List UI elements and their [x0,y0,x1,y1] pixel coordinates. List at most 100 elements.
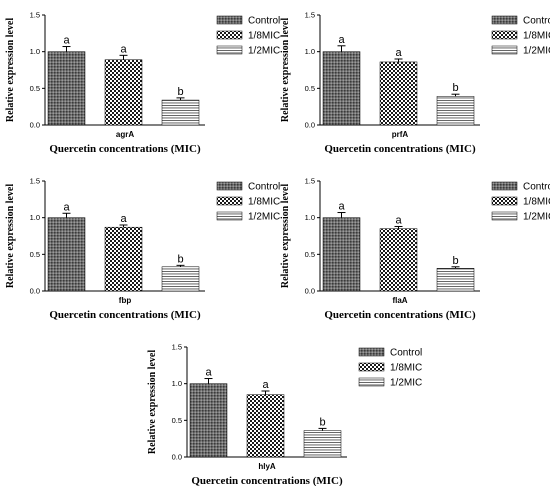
hlya-y-tick-label: 0.0 [172,453,182,462]
fbp-bar-3 [161,266,200,292]
hlya-panel: 0.0 0.5 1.0 1.5 Relative expression level a a b… [147,343,422,486]
flaa-y-tick-label: 1.5 [305,177,315,186]
fbp-legend-label-2: 1/8MIC [248,197,280,208]
fbp-bar-1 [47,217,86,292]
hlya-legend-swatch-1 [358,347,385,357]
prfa-bar-3 [436,96,475,126]
fbp-significance-1: a [63,201,70,213]
flaa-gene-label: flaA [392,296,407,305]
prfa-bar-2 [379,61,418,126]
prfa-y-tick-label: 0.0 [305,121,315,130]
prfa-legend-swatch-3 [491,45,518,55]
fbp-gene-label: fbp [119,296,132,305]
hlya-legend-label-2: 1/8MIC [390,363,422,374]
agra-legend-label-2: 1/8MIC [248,31,280,42]
fbp-y-tick-label: 1.0 [30,213,40,222]
flaa-legend-swatch-3 [491,211,518,221]
prfa-legend-label-3: 1/2MIC [523,46,550,57]
agra-legend-swatch-3 [216,45,243,55]
flaa-panel: 0.0 0.5 1.0 1.5 Relative expression level a a b… [280,177,550,322]
prfa-significance-3: b [452,82,458,94]
flaa-legend-label-3: 1/2MIC [523,212,550,223]
flaa-legend-label-2: 1/8MIC [523,197,550,208]
hlya-x-axis-label: Quercetin concentrations (MIC) [191,475,343,486]
prfa-bar-1 [322,51,361,126]
agra-y-tick-label: 1.0 [30,47,40,56]
agra-gene-label: agrA [116,130,134,139]
fbp-significance-2: a [120,213,127,225]
agra-y-tick-label: 0.0 [30,121,40,130]
prfa-legend-label-2: 1/8MIC [523,31,550,42]
agra-y-tick-label: 0.5 [30,84,40,93]
hlya-legend-label-1: Control [390,348,422,359]
prfa-y-tick-label: 0.5 [305,84,315,93]
hlya-significance-3: b [319,416,325,428]
fbp-y-tick-label: 0.5 [30,250,40,259]
prfa-y-tick-label: 1.0 [305,47,315,56]
flaa-x-axis-label: Quercetin concentrations (MIC) [324,309,476,321]
hlya-y-axis-label: Relative expression level [147,350,158,454]
flaa-y-axis-label: Relative expression level [280,184,291,288]
agra-legend-swatch-2 [216,30,243,40]
hlya-significance-1: a [205,367,212,379]
prfa-panel: 0.0 0.5 1.0 1.5 Relative expression level a a b… [280,11,550,156]
flaa-bar-1 [322,217,361,292]
agra-bar-3 [161,99,200,126]
flaa-legend-swatch-1 [491,181,518,191]
prfa-legend-label-1: Control [523,16,550,27]
flaa-legend-label-1: Control [523,182,550,193]
agra-legend-label-1: Control [248,16,280,27]
hlya-legend-swatch-2 [358,362,385,372]
hlya-bar-3 [303,430,342,458]
flaa-y-tick-label: 1.0 [305,213,315,222]
agra-bar-2 [104,59,143,126]
fbp-legend-swatch-2 [216,196,243,206]
flaa-legend-swatch-2 [491,196,518,206]
agra-significance-2: a [120,43,127,55]
flaa-y-tick-label: 0.5 [305,250,315,259]
hlya-significance-2: a [262,379,269,391]
agra-x-axis-label: Quercetin concentrations (MIC) [49,143,201,155]
hlya-bar-1 [189,383,228,458]
fbp-legend-label-1: Control [248,182,280,193]
fbp-legend-label-3: 1/2MIC [248,212,280,223]
prfa-y-tick-label: 1.5 [305,11,315,20]
prfa-x-axis-label: Quercetin concentrations (MIC) [324,143,476,155]
flaa-significance-3: b [452,255,458,267]
prfa-legend-swatch-2 [491,30,518,40]
fbp-bar-2 [104,226,143,292]
flaa-bar-3 [436,268,475,292]
fbp-y-axis-label: Relative expression level [5,184,16,288]
fbp-y-tick-label: 1.5 [30,177,40,186]
hlya-y-tick-label: 1.0 [172,379,182,388]
prfa-y-axis-label: Relative expression level [280,18,291,122]
fbp-y-tick-label: 0.0 [30,287,40,296]
agra-significance-1: a [63,35,70,47]
flaa-significance-2: a [395,214,402,226]
hlya-y-tick-label: 0.5 [172,416,182,425]
fbp-panel: 0.0 0.5 1.0 1.5 Relative expression level a a b… [5,177,280,322]
hlya-legend-label-3: 1/2MIC [390,378,422,389]
agra-significance-3: b [177,86,183,98]
agra-y-axis-label: Relative expression level [5,18,16,122]
prfa-significance-2: a [395,47,402,59]
fbp-legend-swatch-3 [216,211,243,221]
fbp-significance-3: b [177,253,183,265]
agra-bar-1 [47,51,86,126]
agra-y-tick-label: 1.5 [30,11,40,20]
hlya-bar-2 [246,394,285,458]
agra-legend-swatch-1 [216,15,243,25]
hlya-legend-swatch-3 [358,377,385,387]
fbp-x-axis-label: Quercetin concentrations (MIC) [49,309,201,321]
prfa-gene-label: prfA [392,130,409,139]
flaa-bar-2 [379,228,418,292]
agra-panel: 0.0 0.5 1.0 1.5 Relative expression level a a b… [5,11,280,156]
fbp-legend-swatch-1 [216,181,243,191]
flaa-y-tick-label: 0.0 [305,287,315,296]
agra-legend-label-3: 1/2MIC [248,46,280,57]
hlya-y-tick-label: 1.5 [172,343,182,352]
prfa-significance-1: a [338,34,345,46]
hlya-gene-label: hlyA [258,462,276,471]
prfa-legend-swatch-1 [491,15,518,25]
